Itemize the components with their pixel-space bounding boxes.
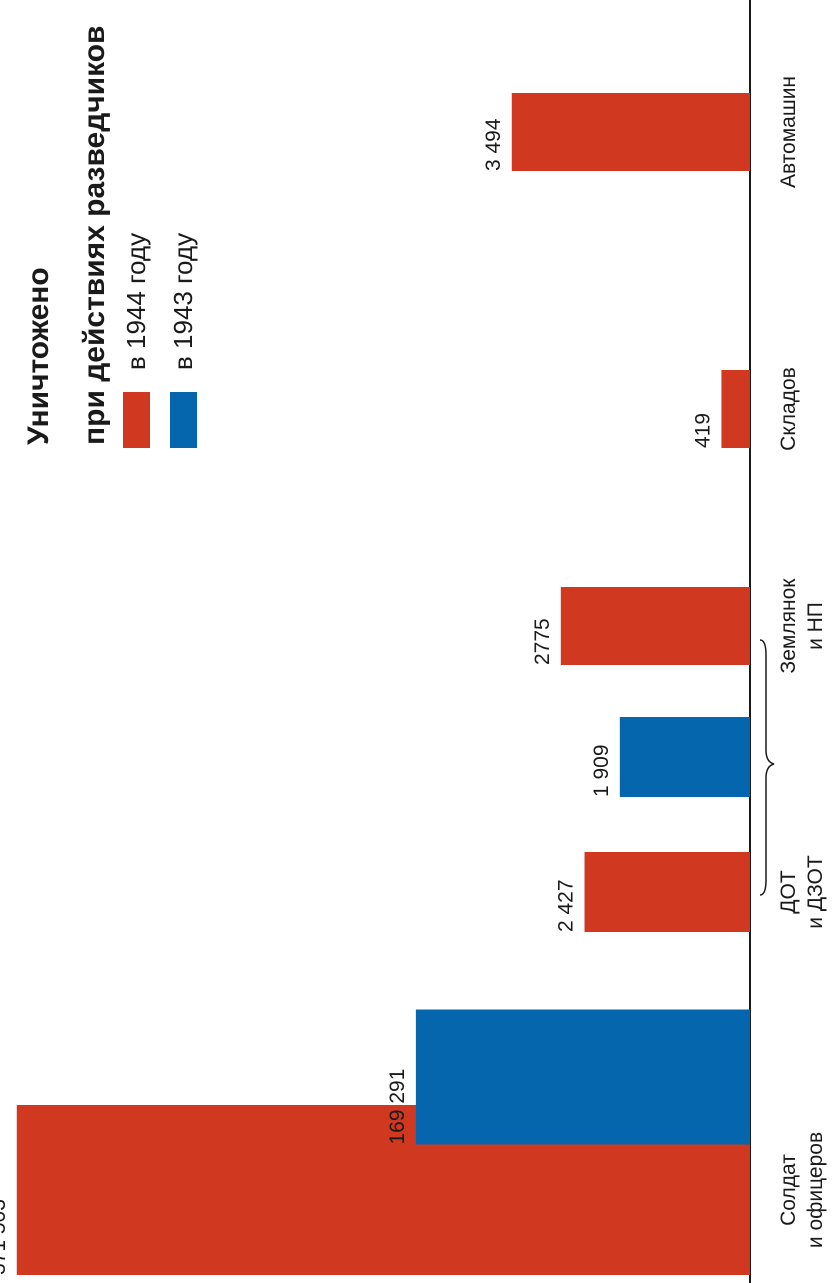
value-label: 2775 (531, 618, 554, 665)
bar (560, 587, 750, 665)
value-label: 1 909 (590, 744, 613, 797)
value-label: 169 291 (386, 1069, 409, 1145)
value-label: 2 427 (555, 879, 578, 932)
bar (721, 370, 750, 448)
legend-label: в 1943 году (168, 233, 198, 370)
value-label: 3 494 (482, 118, 505, 171)
legend-swatch (170, 392, 197, 448)
value-label: 419 (691, 413, 714, 448)
chart-title: Уничтожено (22, 267, 55, 445)
x-tick-label: ДОТ и ДЗОТ (777, 855, 827, 929)
chart-title: при действиях разведчиков (78, 26, 111, 446)
x-tick-label: Землянок и НП (777, 578, 827, 674)
bar (511, 93, 750, 171)
value-label: 371 503 (0, 1199, 10, 1275)
x-tick-label: Солдат и офицеров (777, 1132, 827, 1248)
bar (415, 1009, 750, 1145)
legend-label: в 1944 году (121, 233, 151, 370)
bar (619, 717, 750, 797)
brace (759, 639, 775, 896)
x-tick-label: Складов (777, 367, 800, 451)
x-tick-label: Автомашин (777, 76, 800, 188)
bar (584, 852, 750, 932)
legend-swatch (123, 392, 150, 448)
